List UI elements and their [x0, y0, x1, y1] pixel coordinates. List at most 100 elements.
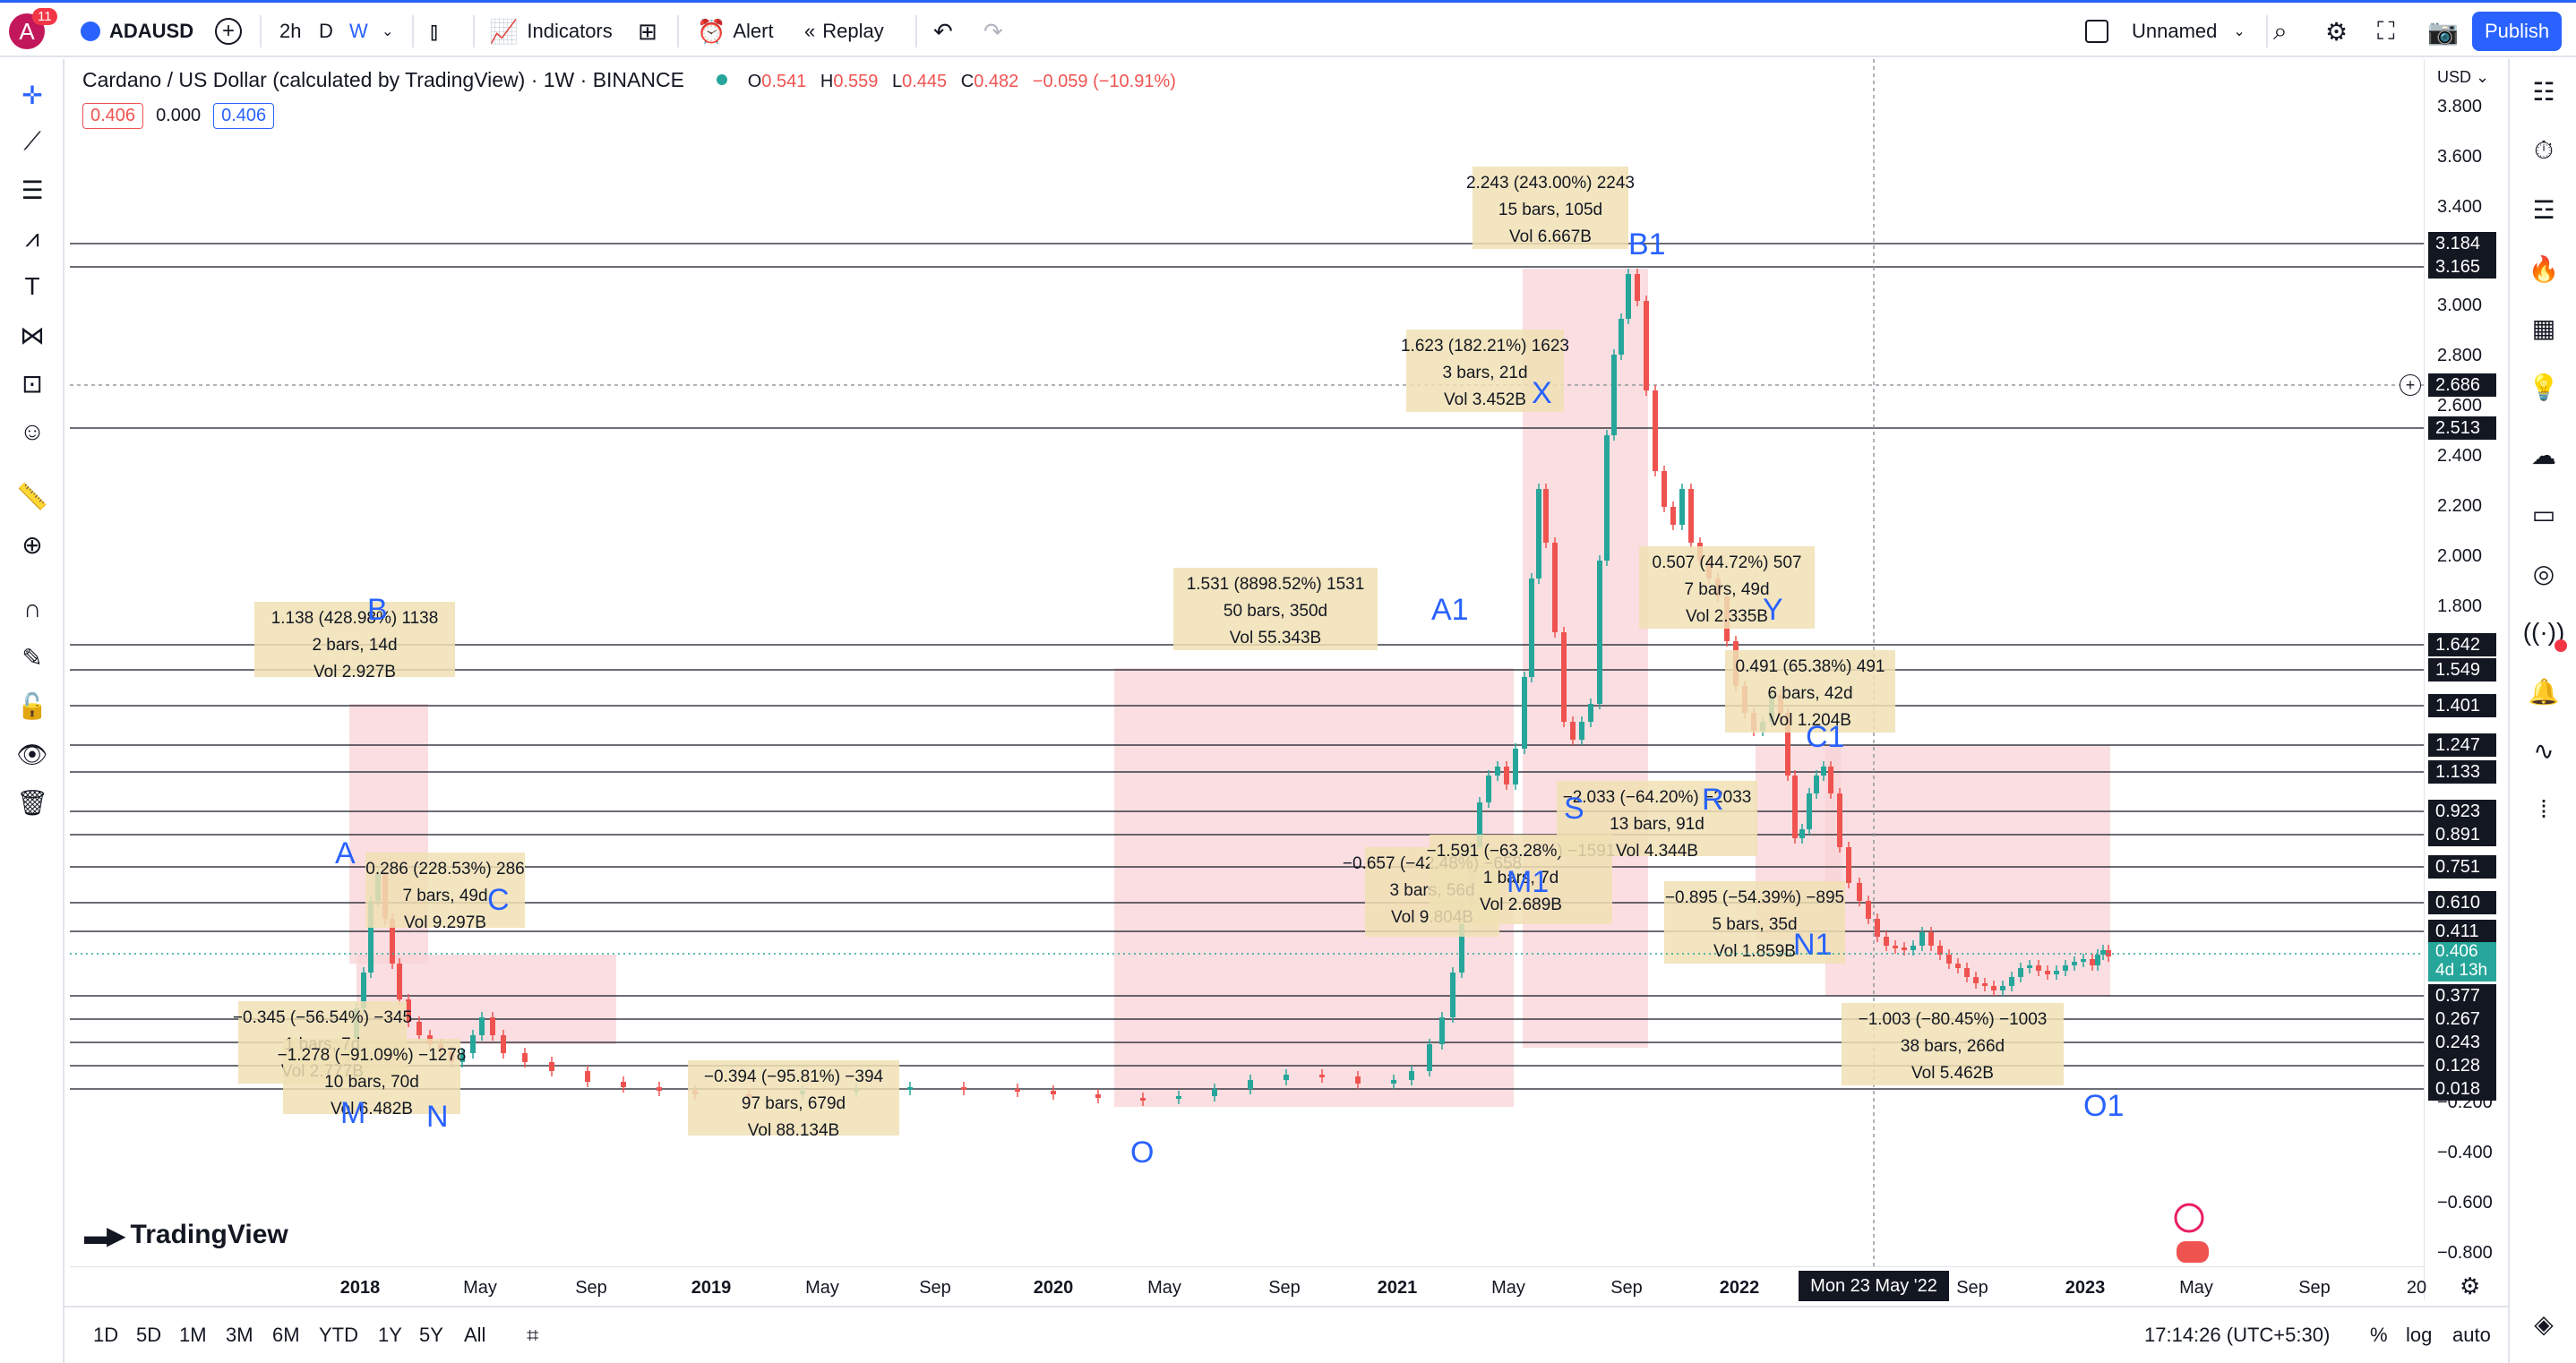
measure-box[interactable]: −0.895 (−54.39%) −895 5 bars, 35d Vol 1.85…: [1664, 881, 1845, 964]
wave-label-r[interactable]: R: [1702, 783, 1724, 817]
undo-button[interactable]: ↶: [933, 3, 953, 60]
wave-label-m[interactable]: M: [340, 1096, 365, 1130]
wave-label-a[interactable]: A: [335, 836, 356, 870]
trash-icon[interactable]: 🗑: [16, 788, 48, 817]
bid-button[interactable]: 0.406: [82, 103, 144, 129]
pulse-icon[interactable]: ∿: [2533, 736, 2555, 765]
trend-line-icon[interactable]: ⟋: [23, 126, 41, 155]
measure-box[interactable]: 0.507 (44.72%) 507 7 bars, 49d Vol 2.335B: [1639, 546, 1815, 629]
redo-button[interactable]: ↷: [983, 3, 1003, 60]
fullscreen-button[interactable]: ⛶: [2377, 3, 2395, 60]
user-menu[interactable]: A 11: [9, 3, 57, 60]
measure-box[interactable]: −0.394 (−95.81%) −394 97 bars, 679d Vol 88…: [688, 1060, 899, 1140]
measure-box[interactable]: 0.491 (65.38%) 491 6 bars, 42d Vol 1.204B: [1725, 650, 1895, 733]
currency-selector[interactable]: USD ⌄: [2437, 68, 2490, 86]
tradingview-watermark[interactable]: ▬▶ TradingView: [84, 1220, 288, 1250]
legend-title[interactable]: Cardano / US Dollar (calculated by Tradi…: [82, 68, 684, 91]
compare-symbol-button[interactable]: +: [215, 3, 242, 60]
price-axis[interactable]: USD ⌄ 3.800 3.600 3.400 3.000 2.800 2.600 2.40…: [2400, 59, 2508, 1299]
lock-drawing-icon[interactable]: ✎: [21, 643, 43, 672]
wave-label-n1[interactable]: N1: [1793, 928, 1832, 962]
goto-date-button[interactable]: ⌗: [527, 1324, 539, 1349]
wave-label-c[interactable]: C: [487, 883, 510, 917]
wave-label-n[interactable]: N: [426, 1100, 449, 1134]
interval-dropdown[interactable]: ⌄: [382, 3, 393, 60]
snapshot-button[interactable]: 📷: [2427, 3, 2459, 60]
measure-icon[interactable]: ⊡: [21, 369, 43, 398]
templates-button[interactable]: ⊞: [638, 3, 657, 60]
calendar-icon[interactable]: ▦: [2531, 313, 2556, 342]
alert-button[interactable]: ⏰ Alert: [697, 3, 774, 60]
range-button-1d[interactable]: 1D: [93, 1324, 119, 1346]
ruler-icon[interactable]: 📏: [16, 482, 48, 510]
avatar[interactable]: A 11: [9, 8, 57, 49]
alerts-clock-icon[interactable]: ⏱: [2534, 135, 2554, 164]
interval-d[interactable]: D: [319, 3, 333, 60]
measure-box[interactable]: −1.003 (−80.45%) −1003 38 bars, 266d Vol 5…: [1842, 1003, 2064, 1085]
range-button-1m[interactable]: 1M: [179, 1324, 207, 1346]
range-button-5d[interactable]: 5D: [136, 1324, 162, 1346]
range-button-3m[interactable]: 3M: [226, 1324, 253, 1346]
measure-box[interactable]: 0.286 (228.53%) 286 7 bars, 49d Vol 9.297B: [365, 853, 525, 932]
log-scale-button[interactable]: log: [2406, 1324, 2432, 1347]
wave-label-o1[interactable]: O1: [2083, 1089, 2124, 1123]
flag-icon[interactable]: [2177, 1241, 2209, 1263]
wave-label-c1[interactable]: C1: [1806, 720, 1844, 754]
pattern-icon[interactable]: ⩘: [25, 223, 39, 252]
ask-button[interactable]: 0.406: [213, 103, 275, 129]
corner-icons[interactable]: [2174, 1203, 2209, 1263]
fib-icon[interactable]: ☰: [21, 176, 44, 204]
range-button-6m[interactable]: 6M: [272, 1324, 300, 1346]
time-axis-settings-button[interactable]: ⚙: [2460, 1273, 2480, 1300]
price-range-zone[interactable]: [1825, 745, 2110, 996]
publish-button[interactable]: Publish: [2472, 3, 2563, 60]
wave-label-o[interactable]: O: [1130, 1136, 1154, 1170]
measure-box[interactable]: 1.138 (428.98%) 1138 2 bars, 14d Vol 2.927…: [254, 602, 455, 682]
percent-scale-button[interactable]: %: [2370, 1324, 2388, 1347]
ideas-icon[interactable]: 💡: [2528, 373, 2560, 401]
chart-type-button[interactable]: ⫾: [430, 3, 438, 60]
chart-canvas[interactable]: 1.138 (428.98%) 1138 2 bars, 14d Vol 2.927…: [70, 59, 2424, 1299]
streams-icon[interactable]: ◎: [2532, 559, 2555, 587]
crosshair-price-add-icon[interactable]: +: [2400, 374, 2421, 396]
measure-box[interactable]: 2.243 (243.00%) 2243 15 bars, 105d Vol 6.6…: [1466, 167, 1635, 249]
wave-label-x[interactable]: X: [1532, 376, 1552, 410]
node-icon[interactable]: ⋈: [20, 321, 45, 349]
chat-icon[interactable]: ☁: [2531, 441, 2556, 469]
range-button-1y[interactable]: 1Y: [378, 1324, 402, 1346]
measure-box[interactable]: −1.278 (−91.09%) −1278 10 bars, 70d Vol 6.…: [278, 1039, 467, 1119]
range-button-5y[interactable]: 5Y: [419, 1324, 443, 1346]
wave-label-m1[interactable]: M1: [1507, 865, 1549, 899]
measure-box[interactable]: 1.623 (182.21%) 1623 3 bars, 21d Vol 3.452…: [1401, 330, 1569, 412]
text-icon[interactable]: T: [24, 272, 40, 300]
measure-box[interactable]: −2.033 (−64.20%) −2033 13 bars, 91d Vol 4.…: [1557, 781, 1757, 861]
chart-pane[interactable]: 1.138 (428.98%) 1138 2 bars, 14d Vol 2.927…: [70, 59, 2424, 1299]
zoom-icon[interactable]: ⊕: [21, 530, 43, 559]
quick-search-button[interactable]: ⌕: [2273, 3, 2288, 60]
wave-label-a1[interactable]: A1: [1431, 593, 1469, 627]
clock[interactable]: 17:14:26 (UTC+5:30): [2144, 1324, 2330, 1347]
auto-scale-button[interactable]: auto: [2452, 1324, 2491, 1347]
symbol-search[interactable]: ADAUSD: [81, 3, 193, 60]
emoji-icon[interactable]: ☺: [19, 417, 46, 445]
wave-labels[interactable]: A B C M N O A1 B1 X Y R S C1 M1 N1 O1: [335, 227, 2124, 1170]
measure-boxes[interactable]: 1.138 (428.98%) 1138 2 bars, 14d Vol 2.927…: [233, 167, 2064, 1140]
chat-box-icon[interactable]: ▭: [2531, 500, 2556, 528]
wave-label-b1[interactable]: B1: [1628, 227, 1666, 261]
layout-select[interactable]: Unnamed ⌄: [2085, 3, 2245, 60]
time-axis[interactable]: 2018 May Sep 2019 May Sep 2020 May Sep 2021 May Sep…: [70, 1266, 2480, 1306]
bell-icon[interactable]: 🔔: [2528, 677, 2560, 706]
range-button-ytd[interactable]: YTD: [319, 1324, 358, 1346]
wave-label-y[interactable]: Y: [1763, 593, 1783, 627]
wave-label-s[interactable]: S: [1564, 792, 1584, 826]
interval-w[interactable]: W: [349, 3, 368, 60]
data-window-icon[interactable]: ☲: [2532, 195, 2555, 224]
range-button-all[interactable]: All: [464, 1324, 486, 1346]
replay-button[interactable]: « Replay: [804, 3, 884, 60]
lock-icon[interactable]: 🔓: [16, 691, 48, 720]
indicators-button[interactable]: 📈 Indicators: [489, 3, 613, 60]
interval-2h[interactable]: 2h: [279, 3, 301, 60]
hotlist-icon[interactable]: 🔥: [2528, 254, 2560, 283]
lightning-icon[interactable]: [2174, 1203, 2204, 1233]
crosshair-icon[interactable]: ✛: [21, 81, 43, 109]
